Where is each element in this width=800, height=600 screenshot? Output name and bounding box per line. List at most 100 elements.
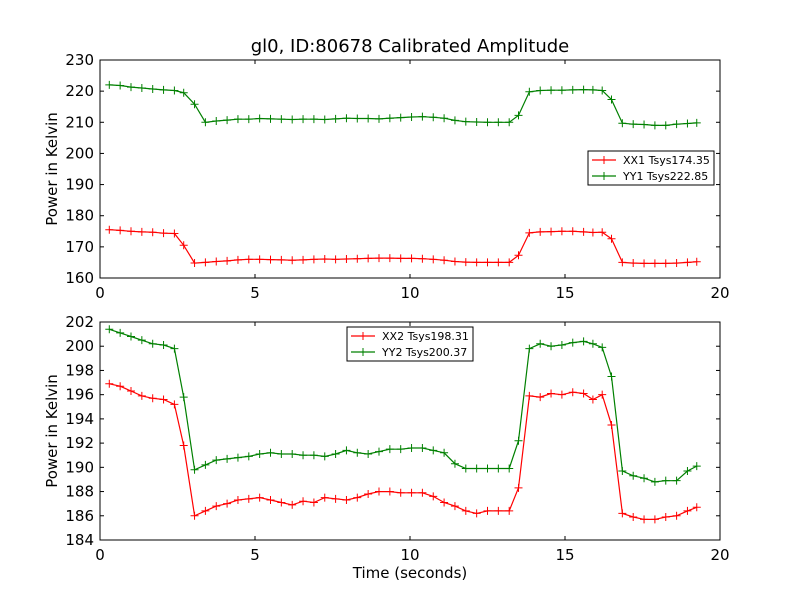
data-point xyxy=(525,391,534,400)
data-point xyxy=(683,258,692,267)
data-point xyxy=(201,460,210,469)
data-point xyxy=(640,515,649,524)
data-point xyxy=(299,255,308,264)
data-point xyxy=(116,81,125,90)
data-point xyxy=(418,112,427,121)
data-point xyxy=(472,258,481,267)
data-point xyxy=(683,466,692,475)
data-point xyxy=(244,255,253,264)
data-point xyxy=(170,400,179,409)
data-point xyxy=(353,254,362,263)
data-point xyxy=(385,114,394,123)
data-point xyxy=(629,471,638,480)
data-point xyxy=(607,234,616,243)
data-point xyxy=(137,227,146,236)
x-tick-label: 5 xyxy=(250,546,260,564)
data-point xyxy=(212,117,221,126)
data-point xyxy=(440,448,449,457)
y-tick-label: 194 xyxy=(65,410,94,428)
data-point xyxy=(223,256,232,265)
data-point xyxy=(170,344,179,353)
data-point xyxy=(661,512,670,521)
data-point xyxy=(450,116,459,125)
x-tick-label: 0 xyxy=(95,546,105,564)
data-point xyxy=(385,487,394,496)
data-point xyxy=(396,254,405,263)
data-point xyxy=(170,229,179,238)
data-point xyxy=(440,114,449,123)
data-point xyxy=(385,445,394,454)
data-point xyxy=(105,80,114,89)
data-point xyxy=(598,86,607,95)
data-point xyxy=(233,453,242,462)
data-point xyxy=(148,394,157,403)
data-point xyxy=(137,391,146,400)
data-point xyxy=(364,114,373,123)
data-point xyxy=(212,257,221,266)
data-point xyxy=(364,450,373,459)
data-point xyxy=(483,506,492,515)
data-point xyxy=(618,119,627,128)
data-point xyxy=(266,496,275,505)
legend-label-xx1: XX1 Tsys174.35 xyxy=(623,154,710,167)
data-point xyxy=(450,502,459,511)
data-point xyxy=(277,255,286,264)
bottom-subplot: Time (seconds) Power in Kelvin 0 5 10 15 20 1… xyxy=(43,313,730,582)
data-point xyxy=(244,115,253,124)
data-point xyxy=(342,496,351,505)
x-tick-label: 15 xyxy=(555,546,574,564)
x-tick-label: 20 xyxy=(710,284,729,302)
data-point xyxy=(137,336,146,345)
data-point xyxy=(505,464,514,473)
data-point xyxy=(461,117,470,126)
data-point xyxy=(127,227,135,236)
data-point xyxy=(618,258,627,267)
data-point xyxy=(557,227,566,236)
data-point xyxy=(429,492,438,501)
data-point xyxy=(396,488,405,497)
data-point xyxy=(288,256,297,265)
data-point xyxy=(579,389,588,398)
data-point xyxy=(472,509,481,518)
y-tick-label: 200 xyxy=(65,144,94,162)
y-tick-label: 202 xyxy=(65,313,94,331)
data-point xyxy=(440,256,449,265)
data-point xyxy=(375,447,383,456)
data-point xyxy=(483,258,492,267)
data-point xyxy=(179,241,188,250)
data-point xyxy=(159,341,168,350)
data-point xyxy=(190,465,199,474)
data-point xyxy=(629,512,638,521)
data-point xyxy=(461,258,470,267)
data-point xyxy=(190,100,199,109)
data-point xyxy=(277,115,286,124)
data-point xyxy=(127,83,135,92)
y-tick-label: 220 xyxy=(65,82,94,100)
data-point xyxy=(266,448,275,457)
data-point xyxy=(650,477,659,486)
data-point xyxy=(661,121,670,130)
data-point xyxy=(547,227,556,236)
y-tick-label: 192 xyxy=(65,434,94,452)
data-point xyxy=(598,228,607,237)
data-point xyxy=(536,86,545,95)
legend-label-xx2: XX2 Tsys198.31 xyxy=(382,330,469,343)
data-point xyxy=(640,120,649,129)
data-point xyxy=(116,328,125,337)
data-point xyxy=(692,503,701,512)
data-point xyxy=(429,255,438,264)
data-point xyxy=(320,452,329,461)
data-point xyxy=(331,450,340,459)
data-point xyxy=(483,118,492,127)
data-point xyxy=(331,114,340,123)
data-point xyxy=(223,116,232,125)
data-point xyxy=(514,111,523,120)
data-point xyxy=(342,114,351,123)
data-point xyxy=(148,228,157,237)
data-point xyxy=(640,259,649,268)
x-tick-label: 10 xyxy=(400,546,419,564)
data-point xyxy=(494,464,503,473)
x-tick-label: 10 xyxy=(400,284,419,302)
data-point xyxy=(255,450,264,459)
